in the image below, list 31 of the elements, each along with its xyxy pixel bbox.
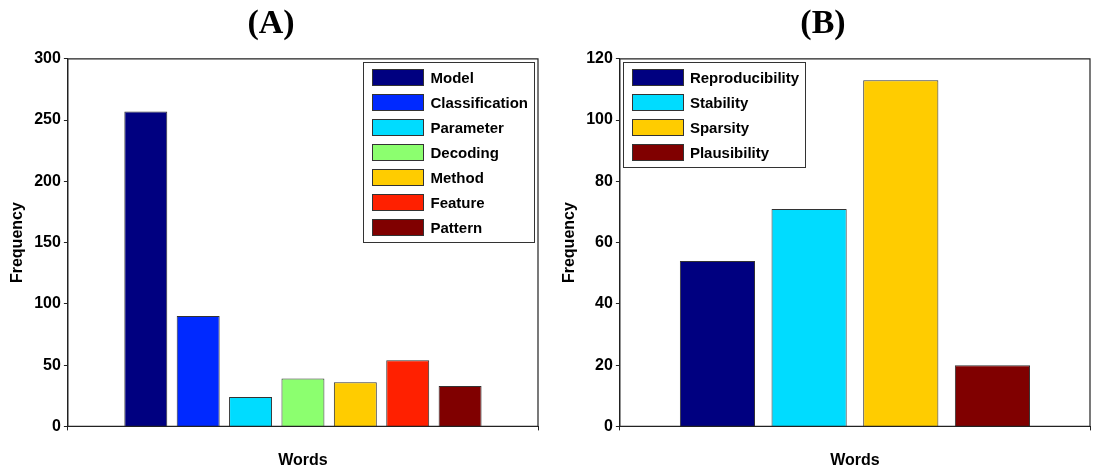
legend-label: Stability [689, 93, 749, 111]
legend-label: Reproducibility [689, 68, 800, 86]
y-tick-label: 50 [43, 355, 61, 373]
y-tick-label: 80 [595, 171, 613, 189]
legend-label: Parameter [430, 118, 504, 136]
y-tick-label: 0 [603, 416, 613, 434]
y-tick-label: 0 [51, 416, 61, 434]
legend-label: Plausibility [689, 143, 770, 161]
x-axis-title: Words [278, 450, 328, 468]
chart-title: (B) [800, 3, 846, 42]
x-axis-title: Words [830, 450, 880, 468]
y-axis-title: Frequency [8, 202, 26, 284]
legend-label: Model [430, 68, 474, 86]
y-tick-label: 150 [34, 233, 61, 251]
y-tick-label: 100 [34, 294, 61, 312]
y-tick-label: 250 [34, 110, 61, 128]
y-tick-label: 20 [595, 355, 613, 373]
chart-title: (A) [247, 3, 295, 42]
y-tick-label: 60 [595, 233, 613, 251]
legend-label: Classification [430, 93, 528, 111]
legend-label: Pattern [430, 218, 483, 236]
y-axis-title: Frequency [560, 202, 578, 284]
legend-label: Decoding [430, 143, 499, 161]
y-tick-label: 120 [586, 49, 613, 67]
y-tick-label: 40 [595, 294, 613, 312]
y-tick-label: 200 [34, 171, 61, 189]
legend-label: Sparsity [689, 118, 750, 136]
y-tick-label: 300 [34, 49, 61, 67]
legend-label: Feature [430, 193, 485, 211]
y-tick-label: 100 [586, 110, 613, 128]
legend-label: Method [430, 168, 484, 186]
